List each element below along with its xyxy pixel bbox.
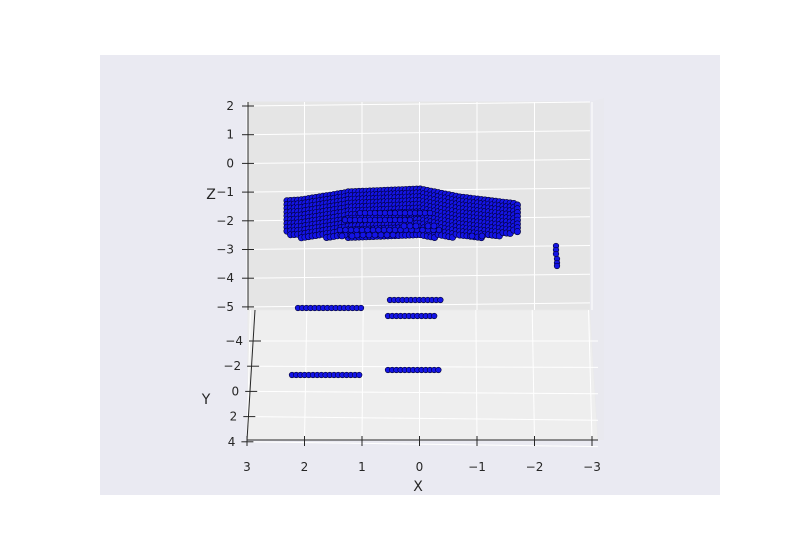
z-tick-label: −4 <box>216 271 234 285</box>
scatter-point <box>468 232 476 240</box>
y-tick-label: −2 <box>223 359 241 373</box>
x-tick-label: −1 <box>468 460 486 474</box>
scatter-point <box>430 222 438 230</box>
axis-lines <box>246 102 598 441</box>
y-axis-ticks: −4 −2 0 2 4 <box>223 334 261 449</box>
y-tick-label: 0 <box>232 384 240 398</box>
scatter-point <box>353 226 360 234</box>
scatter-point <box>336 226 344 234</box>
scatter-point <box>348 232 356 240</box>
z-tick-label: −3 <box>216 243 234 257</box>
scatter-point <box>553 262 561 270</box>
scatter-point <box>356 371 363 379</box>
scatter-point <box>419 226 426 234</box>
x-grid-line-floor <box>246 309 251 441</box>
side-pane <box>590 98 604 440</box>
scatter-point <box>380 226 388 234</box>
scatter-point <box>375 226 382 234</box>
scatter-point <box>435 226 443 234</box>
z-tick-label: 2 <box>226 99 234 113</box>
scatter-point <box>338 232 346 240</box>
y-axis-label: Y <box>201 392 211 408</box>
scatter-point <box>431 312 438 320</box>
y-grid-line <box>253 365 599 368</box>
y-grid-line <box>251 390 599 395</box>
panes <box>247 98 604 441</box>
scatter-point <box>400 222 408 230</box>
scatter-point <box>369 226 377 234</box>
z-tick-label: 0 <box>226 156 234 170</box>
z-tick-label: −5 <box>216 300 234 314</box>
y-tick-label: 2 <box>230 410 238 424</box>
scatter-point <box>424 222 432 230</box>
z-tick-label: 1 <box>226 128 234 142</box>
x-grid-line-floor <box>531 309 535 441</box>
z-axis-ticks: 2 1 0 −1 −2 −3 −4 −5 <box>216 99 254 314</box>
scatter-point <box>386 226 393 234</box>
scatter-point <box>358 226 366 234</box>
scatter-point <box>357 304 365 312</box>
scatter-points <box>283 185 561 379</box>
x-tick-label: 1 <box>358 460 366 474</box>
scatter-point <box>435 366 442 374</box>
y-tick-label: −4 <box>225 334 243 348</box>
scatter-point <box>412 222 420 230</box>
scatter-point <box>342 226 349 234</box>
x-axis-ticks: 3 2 1 0 −1 −2 −3 <box>243 436 601 474</box>
x-tick-label: 3 <box>243 460 251 474</box>
x-grid-line-floor <box>588 309 593 441</box>
y-tick-label: 4 <box>228 435 236 449</box>
scatter-point <box>406 216 414 224</box>
x-grid-line-floor <box>475 309 478 441</box>
z-tick-label: −1 <box>216 185 234 199</box>
scatter-point <box>513 228 521 236</box>
y-axis-line <box>246 309 256 441</box>
scatter-point <box>437 296 444 304</box>
x-axis-label: X <box>413 479 423 495</box>
x-tick-label: −2 <box>526 460 544 474</box>
z-tick-label: −2 <box>216 214 234 228</box>
scatter-point <box>364 226 371 234</box>
scatter-point <box>347 226 355 234</box>
scatter-point <box>478 232 486 240</box>
y-grid-line <box>247 441 599 448</box>
x-tick-label: 2 <box>301 460 309 474</box>
scatter-point <box>552 250 560 258</box>
scatter-point <box>426 209 434 217</box>
scatter-point <box>406 222 414 230</box>
x-tick-label: 0 <box>416 460 424 474</box>
x-grid-line-floor <box>361 309 364 441</box>
y-grid-line <box>249 416 599 421</box>
z-axis-label: Z <box>206 187 216 203</box>
scatter-point <box>391 226 399 234</box>
x-tick-label: −3 <box>583 460 601 474</box>
